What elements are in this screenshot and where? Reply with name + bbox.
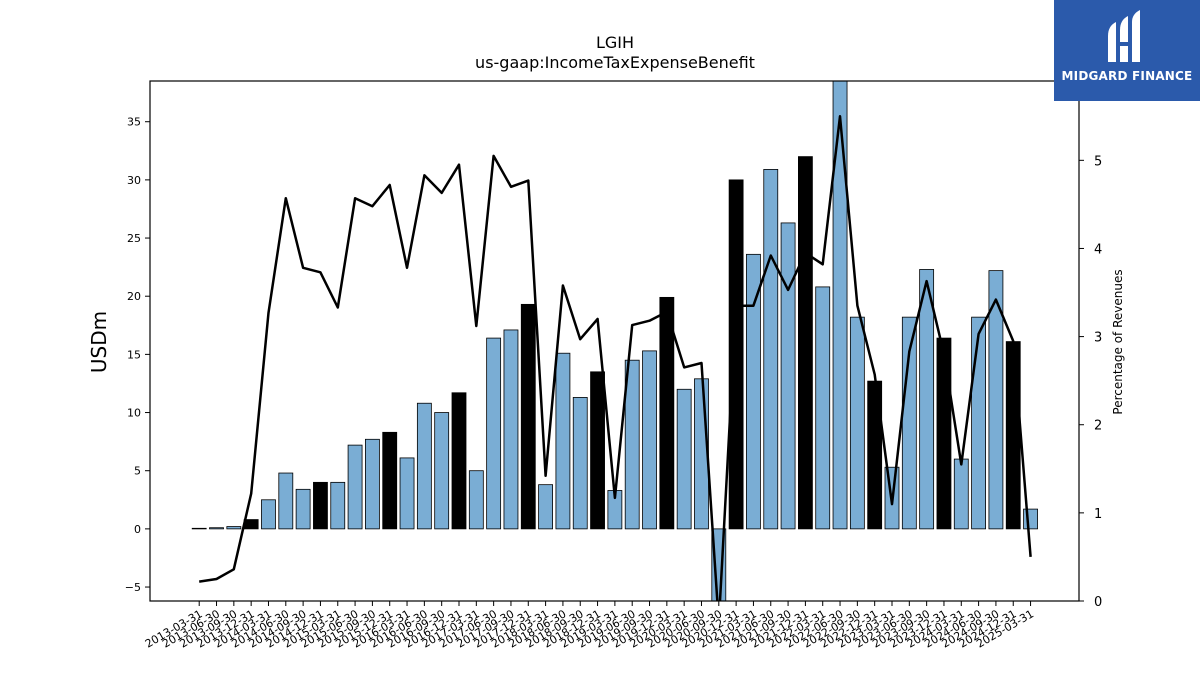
bar-2022-09-30: [849, 316, 865, 530]
bar-2017-12-31: [520, 303, 536, 530]
bar-2016-09-30: [434, 412, 450, 530]
bar-2023-09-30: [919, 269, 935, 530]
bar-2020-12-31: [728, 179, 744, 530]
bar-2015-12-31: [382, 431, 398, 530]
brand-logo: MIDGARD FINANCE: [1054, 0, 1200, 101]
bar-2018-12-31: [590, 371, 605, 530]
bar-2017-03-31: [468, 470, 484, 530]
y-tick-label: 30: [127, 174, 141, 187]
y-axis-label: USDm: [87, 311, 111, 373]
bar-2024-09-30: [988, 270, 1004, 530]
revenue-percentage-line: [199, 115, 1032, 601]
y2-axis-label: Percentage of Revenues: [1111, 269, 1125, 414]
bar-2018-03-31: [538, 484, 553, 530]
bar-2024-12-31: [1005, 341, 1021, 530]
bar-2016-12-31: [451, 392, 467, 530]
bar-2016-03-31: [399, 457, 415, 530]
line-series: [199, 115, 1032, 601]
y2-tick-label: 1: [1094, 507, 1102, 522]
y-tick-label: 0: [134, 523, 141, 536]
bar-2015-06-30: [347, 444, 363, 530]
midgard-logo-icon: [1108, 10, 1140, 62]
bar-2025-03-31: [1023, 508, 1038, 530]
y-tick-label: 5: [134, 465, 141, 478]
bar-2015-03-31: [330, 481, 346, 530]
y-tick-label: 25: [127, 232, 141, 245]
bar-2018-09-30: [572, 397, 588, 530]
y-axis-right: 0 1 2 3 4 5: [1079, 154, 1102, 610]
bar-2016-06-30: [416, 402, 432, 530]
x-axis: 2013-03-312013-06-302013-09-302013-12-31…: [143, 601, 1036, 651]
bar-2021-12-31: [798, 156, 813, 530]
bar-2013-06-30: [209, 527, 224, 530]
y-tick-label: −5: [125, 581, 141, 594]
bar-2014-03-31: [261, 499, 276, 530]
y-tick-label: 35: [127, 116, 141, 129]
bar-2023-12-31: [936, 337, 952, 530]
y-tick-label: 10: [127, 407, 141, 420]
bar-2017-09-30: [503, 329, 519, 530]
bar-2024-03-31: [953, 458, 969, 530]
bar-2013-12-31: [243, 519, 259, 530]
bar-2014-09-30: [295, 488, 311, 530]
bar-2013-03-31: [191, 527, 207, 530]
bar-2014-06-30: [278, 472, 294, 530]
logo-text: MIDGARD FINANCE: [1061, 69, 1193, 83]
y2-tick-label: 5: [1094, 154, 1102, 169]
y2-tick-label: 3: [1094, 331, 1102, 346]
bar-2019-12-31: [659, 296, 675, 530]
bar-2021-03-31: [746, 253, 761, 530]
bar-2024-06-30: [971, 316, 986, 530]
bar-2018-06-30: [555, 352, 571, 530]
bar-2013-09-30: [226, 526, 242, 530]
bar-2014-12-31: [313, 481, 328, 530]
bar-2020-03-31: [676, 388, 692, 530]
bar-2019-09-30: [642, 350, 657, 530]
bar-2021-09-30: [780, 222, 796, 530]
bar-2022-03-31: [815, 286, 831, 530]
chart-subtitle: us-gaap:IncomeTaxExpenseBenefit: [475, 53, 755, 72]
y2-tick-label: 0: [1094, 595, 1102, 610]
bar-2015-09-30: [364, 438, 380, 530]
bar-2017-06-30: [486, 337, 502, 530]
bar-2021-06-30: [763, 169, 779, 530]
y-tick-label: 15: [127, 348, 141, 361]
chart-title: LGIH: [596, 33, 634, 52]
bar-2019-06-30: [624, 359, 640, 530]
y2-tick-label: 4: [1094, 242, 1102, 257]
y-tick-label: 20: [127, 290, 141, 303]
y-axis-left: −5 0 5 10 15 20 25 30 35: [125, 116, 150, 594]
y2-tick-label: 2: [1094, 419, 1102, 434]
